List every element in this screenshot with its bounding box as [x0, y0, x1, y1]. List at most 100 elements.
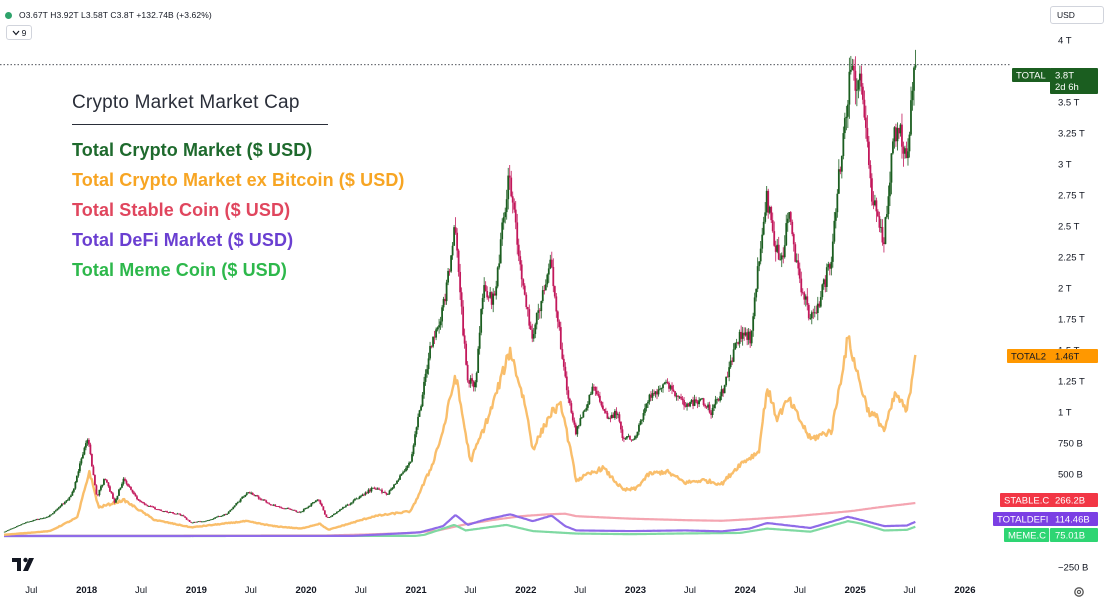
candle-276 — [418, 409, 421, 418]
candle-392 — [592, 384, 595, 391]
candle-4 — [9, 528, 12, 530]
y-tick-750-b: 750 B — [1058, 439, 1083, 450]
candle-382 — [577, 424, 580, 429]
candle-79 — [122, 477, 125, 486]
candle-101 — [155, 508, 158, 511]
candle-304 — [460, 287, 463, 315]
candle-502 — [758, 261, 761, 272]
candle-417 — [630, 439, 633, 442]
y-tick-250-b: −250 B — [1058, 563, 1088, 574]
candle-568 — [857, 79, 860, 99]
candle-564 — [851, 58, 854, 71]
candle-542 — [818, 301, 821, 309]
candle-429 — [648, 393, 651, 405]
candle-482 — [728, 361, 731, 382]
candle-384 — [580, 416, 583, 419]
candle-177 — [269, 503, 272, 506]
series-lines — [3, 335, 917, 538]
candle-108 — [166, 510, 168, 513]
candle-127 — [194, 521, 197, 523]
candle-565 — [852, 59, 855, 81]
candle-82 — [127, 483, 129, 487]
candle-237 — [360, 494, 362, 498]
candle-436 — [659, 385, 661, 391]
candle-261 — [396, 480, 398, 484]
chart-legend: Crypto Market Market Cap Total Crypto Ma… — [72, 92, 405, 285]
candle-245 — [372, 487, 374, 489]
candle-413 — [624, 437, 627, 440]
candle-550 — [830, 256, 833, 276]
candle-134 — [205, 520, 208, 522]
candle-551 — [831, 233, 834, 268]
tradingview-logo-icon[interactable] — [12, 556, 38, 577]
candle-76 — [118, 488, 120, 496]
y-tick-2-5-t: 2.5 T — [1058, 221, 1080, 232]
y-tick-1-25-t: 1.25 T — [1058, 376, 1085, 387]
candle-339 — [513, 198, 516, 213]
price-tag-value: 1.46T — [1055, 352, 1079, 363]
candle-16 — [27, 521, 30, 523]
candle-374 — [565, 371, 568, 395]
series-line-totaldefi — [4, 513, 916, 538]
candle-167 — [254, 495, 257, 497]
candle-316 — [478, 326, 481, 355]
candle-30 — [48, 514, 51, 518]
candle-227 — [345, 504, 347, 508]
collapse-count: 9 — [21, 27, 27, 38]
candle-300 — [454, 217, 457, 235]
candle-271 — [411, 451, 413, 463]
candle-465 — [702, 397, 705, 407]
candle-517 — [780, 252, 783, 268]
candle-295 — [447, 267, 449, 286]
candle-493 — [744, 327, 747, 337]
candle-228 — [346, 503, 349, 506]
candle-236 — [358, 495, 361, 500]
candle-569 — [858, 65, 861, 92]
price-tag-value: 114.46B — [1055, 515, 1090, 526]
y-tick-3-25-t: 3.25 T — [1058, 128, 1085, 139]
candle-141 — [215, 516, 218, 518]
collapse-indicators-button[interactable]: 9 — [6, 25, 32, 40]
candle-319 — [483, 277, 486, 302]
candle-235 — [357, 498, 359, 500]
candle-7 — [14, 527, 17, 529]
candle-48 — [75, 475, 78, 483]
candle-51 — [80, 457, 83, 466]
candle-140 — [214, 517, 217, 519]
candle-535 — [807, 303, 810, 321]
candle-263 — [399, 474, 401, 481]
candle-593 — [895, 123, 897, 147]
candle-322 — [487, 295, 490, 302]
candle-161 — [245, 491, 248, 496]
candle-91 — [140, 500, 143, 503]
candle-519 — [783, 235, 786, 259]
candle-528 — [797, 253, 800, 276]
candle-563 — [849, 55, 852, 75]
candle-172 — [262, 499, 265, 501]
gear-icon[interactable] — [1073, 585, 1085, 603]
x-tick-2019-2019: 2019 — [186, 585, 207, 596]
candle-396 — [598, 391, 601, 404]
currency-selector[interactable]: USD — [1050, 6, 1104, 24]
candle-195 — [296, 511, 299, 513]
x-tick-2023-2023: 2023 — [625, 585, 646, 596]
candle-42 — [66, 498, 69, 502]
candle-484 — [731, 357, 734, 366]
candle-66 — [103, 478, 105, 486]
candle-314 — [475, 371, 478, 388]
candle-606 — [914, 49, 917, 70]
candle-17 — [29, 521, 32, 523]
candle-345 — [522, 278, 525, 290]
candle-508 — [767, 188, 770, 219]
candle-430 — [650, 391, 652, 401]
candle-461 — [696, 399, 699, 409]
y-tick-3-5-t: 3.5 T — [1058, 97, 1080, 108]
candle-106 — [163, 510, 165, 513]
x-tick-jul-2025: Jul — [904, 585, 916, 596]
candle-309 — [468, 379, 471, 388]
candle-556 — [839, 166, 842, 175]
candle-232 — [352, 499, 355, 504]
candle-552 — [833, 212, 836, 244]
candle-240 — [364, 491, 367, 496]
